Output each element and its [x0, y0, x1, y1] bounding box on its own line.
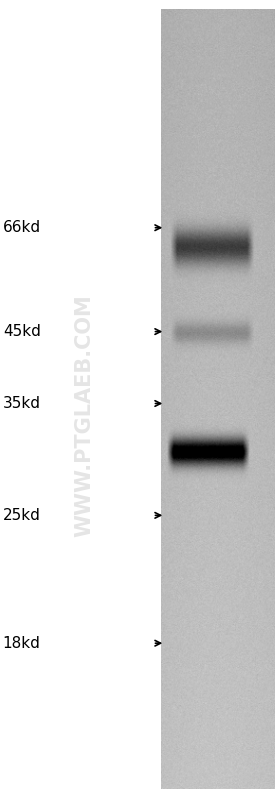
Text: 45kd: 45kd — [3, 324, 41, 339]
Text: 35kd: 35kd — [3, 396, 41, 411]
Text: 18kd: 18kd — [3, 636, 41, 650]
Text: 66kd: 66kd — [3, 221, 41, 235]
Text: WWW.PTGLAEB.COM: WWW.PTGLAEB.COM — [74, 294, 94, 537]
Text: 25kd: 25kd — [3, 508, 41, 523]
